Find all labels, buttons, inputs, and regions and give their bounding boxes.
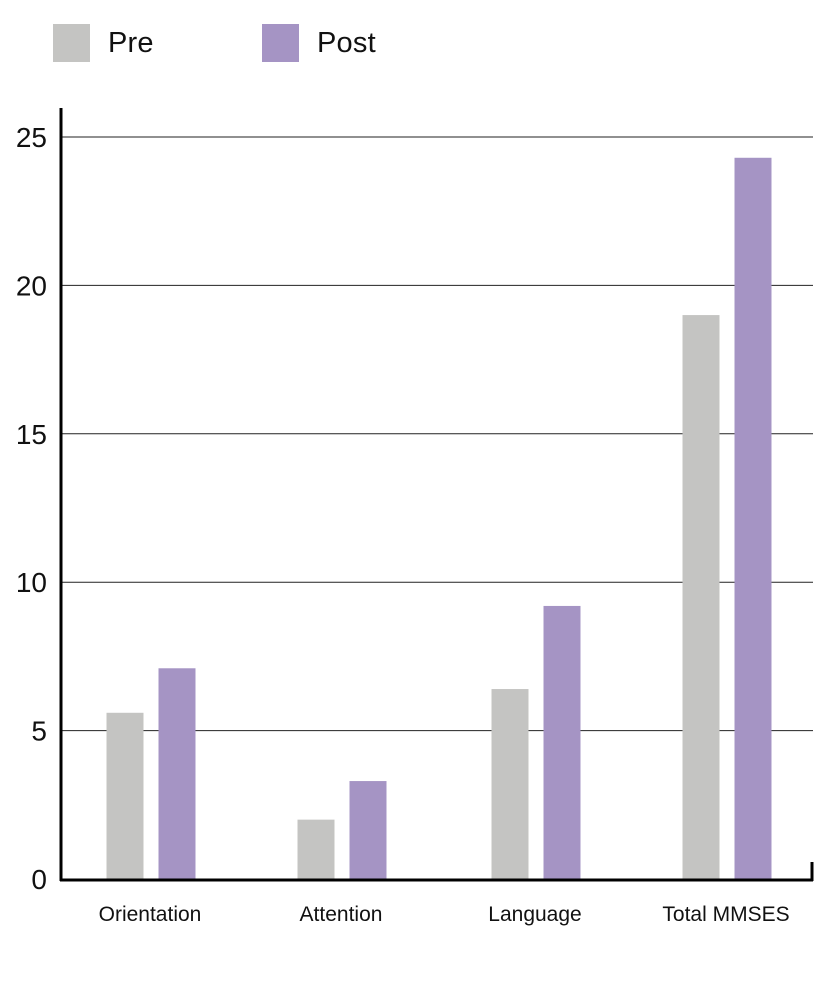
y-tick-label-20: 20 — [16, 270, 47, 301]
legend-label-pre: Pre — [108, 26, 154, 59]
x-tick-label-total-mmses: Total MMSES — [662, 903, 789, 926]
legend-item-post: Post — [262, 24, 376, 62]
legend-swatch-post — [262, 24, 299, 62]
y-tick-label-25: 25 — [16, 122, 47, 153]
x-tick-label-attention: Attention — [300, 903, 383, 926]
bar-post-attention — [349, 781, 387, 879]
y-tick-label-5: 5 — [31, 716, 47, 747]
legend-label-post: Post — [317, 26, 376, 59]
bar-pre-orientation — [106, 712, 144, 879]
y-tick-label-15: 15 — [16, 419, 47, 450]
x-tick-label-language: Language — [488, 903, 581, 926]
legend-swatch-pre — [53, 24, 90, 62]
bar-post-language — [543, 605, 581, 879]
bar-pre-attention — [297, 819, 335, 879]
bar-pre-language — [491, 689, 529, 879]
y-tick-label-10: 10 — [16, 567, 47, 598]
bar-post-orientation — [158, 668, 196, 879]
legend-item-pre: Pre — [53, 24, 154, 62]
bar-post-total-mmses — [734, 157, 772, 879]
bar-pre-total-mmses — [682, 315, 720, 880]
y-tick-label-0: 0 — [31, 864, 47, 895]
x-tick-label-orientation: Orientation — [99, 903, 202, 926]
